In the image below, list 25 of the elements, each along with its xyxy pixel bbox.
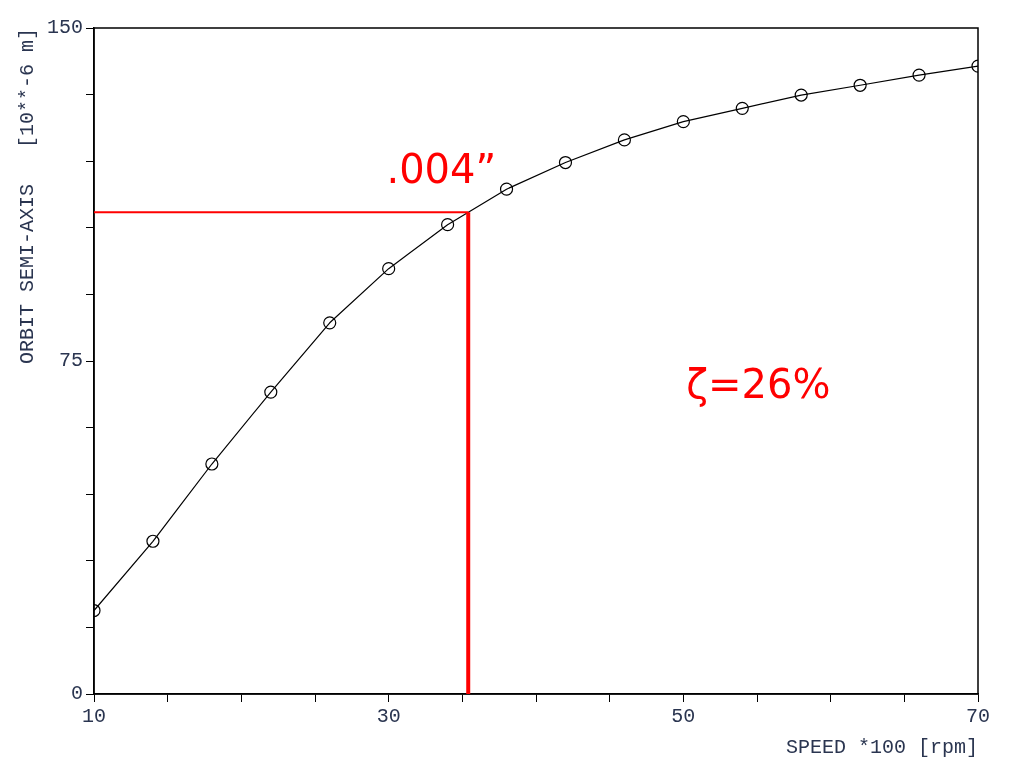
x-axis-title: SPEED *100 [rpm]: [785, 736, 978, 760]
ref-line-label: .004”: [386, 145, 497, 192]
y-tick-label: 150: [46, 16, 84, 40]
point: [912, 68, 926, 82]
point: [146, 534, 160, 548]
point: [676, 115, 690, 129]
point: [264, 385, 278, 399]
x-tick-label: 10: [82, 705, 107, 729]
y-tick-label: 75: [58, 349, 84, 373]
x-tick-label: 30: [376, 705, 401, 729]
point: [735, 101, 749, 115]
point: [499, 182, 514, 196]
annotation: ζ=26%: [686, 361, 831, 408]
point: [617, 133, 631, 147]
y-tick-label: 0: [70, 682, 84, 706]
point: [853, 78, 867, 92]
point: [205, 457, 219, 471]
point: [323, 316, 337, 330]
point: [382, 262, 396, 276]
point: [441, 218, 455, 232]
point: [558, 155, 573, 170]
x-tick-label: 50: [671, 705, 696, 729]
x-tick-label: 70: [965, 705, 991, 729]
y-axis-title: ORBIT SEMI-AXIS [10**-6 m]: [16, 28, 40, 365]
point: [794, 88, 808, 102]
